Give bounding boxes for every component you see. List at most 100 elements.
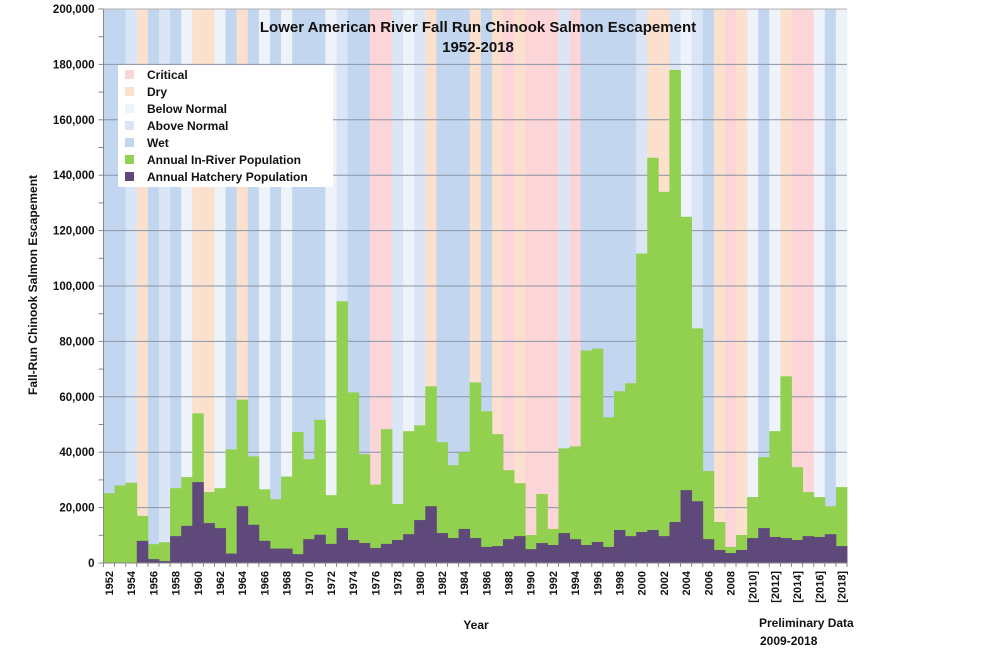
in-river-bar-1993 (558, 448, 570, 563)
in-river-bar-1988 (502, 470, 515, 563)
in-river-bar-2007 (713, 522, 726, 563)
legend-label: Below Normal (147, 102, 227, 116)
x-tick-label: 1990 (526, 571, 538, 595)
hatchery-bar-2012 (769, 536, 781, 563)
x-tick-label: 1954 (126, 570, 138, 595)
in-river-bar-1966 (258, 489, 271, 563)
x-tick-label: 1992 (548, 571, 560, 595)
x-tick-label: 1962 (215, 571, 227, 595)
hatchery-bar-2007 (713, 549, 726, 563)
hatchery-bar-1956 (147, 559, 160, 563)
in-river-bar-1994 (569, 446, 582, 563)
in-river-bar-1990 (525, 535, 537, 563)
legend-box (118, 65, 333, 187)
in-river-bar-2014 (791, 467, 804, 563)
hatchery-bar-1990 (525, 549, 537, 563)
y-tick-label: 180,000 (53, 59, 95, 71)
in-river-bar-2006 (702, 471, 715, 563)
y-tick-labels: 0 20,000 40,000 60,000 80,000 100,000 120,000 1… (53, 4, 95, 570)
in-river-bar-2000 (636, 253, 648, 563)
in-river-bar-2004 (680, 216, 693, 563)
in-river-bar-1954 (125, 482, 138, 563)
x-tick-label: 1988 (504, 571, 516, 595)
hatchery-bar-1977 (380, 543, 393, 563)
x-tick-label: 1974 (348, 570, 360, 595)
in-river-bar-1985 (469, 382, 482, 563)
hatchery-bar-1972 (325, 543, 337, 563)
x-tick-label: 1996 (592, 571, 604, 595)
hatchery-bar-1979 (403, 534, 415, 563)
hatchery-bar-1967 (269, 548, 282, 563)
hatchery-bar-1974 (347, 540, 360, 563)
in-river-bar-2018 (835, 487, 848, 563)
legend-swatch-annual-hatchery-population (125, 172, 134, 181)
in-river-bar-1984 (458, 452, 471, 563)
hatchery-bar-1955 (136, 540, 149, 563)
x-tick-label: 1982 (437, 571, 449, 595)
in-river-bar-1962 (214, 488, 226, 563)
in-river-bar-1959 (181, 477, 193, 563)
hatchery-bar-1973 (336, 528, 349, 563)
in-river-bar-1996 (591, 348, 604, 563)
in-river-bar-1969 (292, 431, 304, 563)
in-river-bar-1978 (392, 503, 404, 563)
legend-label: Wet (147, 136, 169, 150)
x-tick-label: 1994 (570, 570, 582, 595)
x-tick-label: 1976 (370, 571, 382, 595)
in-river-bar-2009 (736, 535, 748, 563)
hatchery-bar-1958 (170, 536, 182, 563)
hatchery-bar-1996 (591, 541, 604, 563)
hatchery-bar-1960 (192, 482, 204, 563)
x-tick-label: 2000 (637, 571, 649, 595)
hatchery-bar-1985 (469, 538, 482, 563)
in-river-bar-1972 (325, 495, 337, 563)
in-river-bar-2013 (780, 376, 792, 563)
in-river-bar-1997 (602, 417, 615, 563)
hatchery-bar-1966 (258, 540, 271, 563)
in-river-bar-2012 (769, 431, 781, 563)
x-tick-label: [2012] (770, 571, 782, 603)
in-river-bar-1976 (369, 484, 382, 563)
x-tick-label: 1960 (193, 571, 205, 595)
in-river-bar-1953 (114, 485, 127, 563)
hatchery-bar-1962 (214, 528, 226, 563)
hatchery-bar-1969 (292, 554, 304, 563)
hatchery-bar-1963 (225, 553, 238, 563)
in-river-bar-1957 (158, 542, 171, 563)
hatchery-bar-2005 (691, 501, 704, 563)
in-river-bar-1979 (403, 431, 415, 563)
hatchery-bar-2015 (802, 536, 815, 563)
x-tick-label: 1980 (415, 571, 427, 595)
hatchery-bar-2014 (791, 540, 804, 563)
hatchery-bar-1961 (203, 523, 215, 563)
y-tick-label: 20,000 (59, 503, 94, 515)
x-tick-label: 1966 (259, 571, 271, 595)
in-river-bar-1977 (380, 429, 393, 563)
in-river-bar-1982 (436, 442, 448, 563)
hatchery-bar-2018 (835, 546, 848, 563)
hatchery-bar-1971 (314, 534, 326, 563)
y-tick-label: 160,000 (53, 115, 95, 127)
legend-label: Critical (147, 68, 188, 82)
x-tick-label: [2014] (792, 571, 804, 603)
preliminary-data-note: Preliminary Data (759, 616, 854, 630)
in-river-bar-1958 (170, 488, 182, 563)
hatchery-bar-2017 (824, 534, 837, 563)
hatchery-bar-1986 (480, 546, 493, 563)
hatchery-bar-1970 (303, 539, 315, 563)
in-river-bars (103, 69, 848, 563)
hatchery-bar-2003 (669, 522, 681, 563)
in-river-bar-1980 (414, 425, 426, 563)
in-river-bar-1963 (225, 449, 238, 563)
y-tick-label: 200,000 (53, 4, 95, 16)
y-tick-label: 60,000 (59, 392, 94, 404)
y-tick-label: 120,000 (53, 226, 95, 238)
hatchery-bar-1982 (436, 533, 448, 563)
in-river-bar-2005 (691, 328, 704, 563)
legend-label: Annual In-River Population (147, 153, 301, 167)
hatchery-bar-1980 (414, 520, 426, 563)
in-river-bar-1981 (425, 386, 437, 563)
x-tick-label: 1978 (393, 571, 405, 595)
x-tick-label: 1964 (237, 570, 249, 595)
